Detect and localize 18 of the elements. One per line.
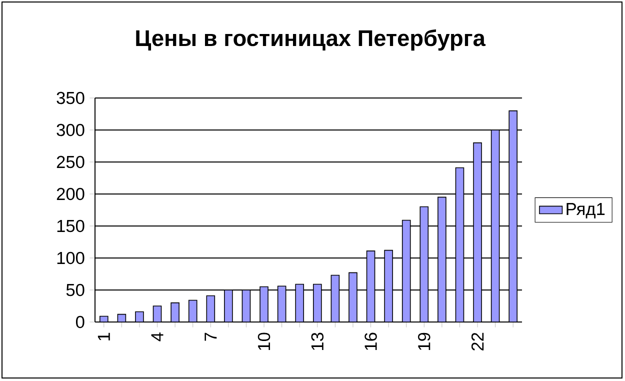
y-tick-label: 100 — [57, 252, 84, 264]
y-tick-label: 150 — [57, 220, 84, 232]
x-tick-label: 16 — [364, 332, 377, 350]
y-tick-label: 200 — [56, 188, 84, 200]
y-tick-label: 50 — [66, 284, 84, 296]
y-tick-label: 0 — [76, 316, 84, 328]
y-tick-label: 250 — [56, 156, 84, 168]
x-tick-label: 4 — [151, 332, 164, 342]
x-tick-label: 10 — [258, 332, 270, 350]
x-tick-label: 19 — [418, 332, 430, 350]
x-tick-label: 1 — [98, 332, 110, 340]
y-tick-label: 350 — [56, 92, 84, 104]
x-tick-label: 13 — [311, 332, 324, 350]
legend-label: Ряд1 — [566, 203, 605, 218]
chart-title: Цены в гостиницах Петербурга — [136, 29, 486, 51]
x-tick-label: 7 — [204, 332, 217, 341]
y-tick-label: 300 — [56, 124, 84, 136]
x-tick-label: 22 — [471, 332, 484, 350]
